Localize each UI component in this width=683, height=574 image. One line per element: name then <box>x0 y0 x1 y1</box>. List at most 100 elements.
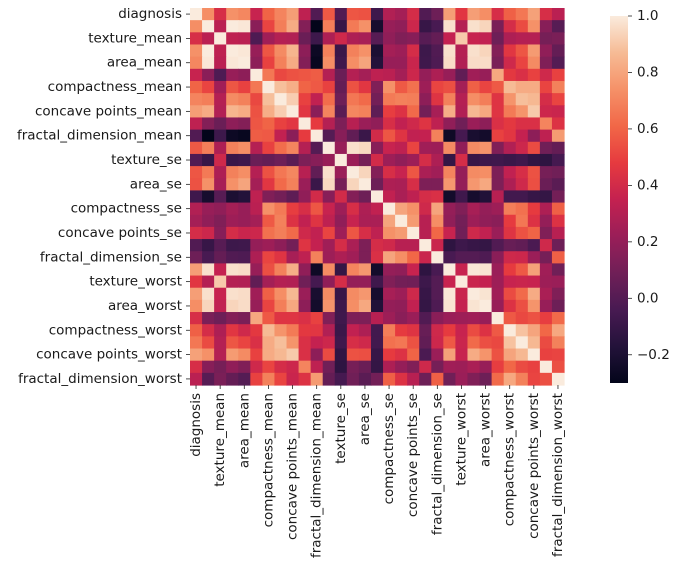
heatmap-cell <box>370 129 384 143</box>
heatmap-cell <box>214 129 227 143</box>
x-tick-label: texture_se <box>333 393 349 464</box>
heatmap-cell <box>407 93 420 106</box>
heatmap-cell <box>527 56 541 70</box>
heatmap-cell <box>334 153 348 167</box>
heatmap-cell <box>214 153 227 167</box>
heatmap-cell <box>238 32 251 46</box>
heatmap-cell <box>503 251 517 264</box>
x-tick-label: concave points_worst <box>526 393 542 539</box>
heatmap-cell <box>214 105 227 119</box>
heatmap-cell <box>419 372 432 386</box>
heatmap-cell <box>190 153 203 167</box>
heatmap-cell <box>214 8 227 21</box>
heatmap-cell <box>551 20 565 33</box>
heatmap-cell <box>358 117 372 131</box>
colorbar-tick-label: 0.4 <box>637 177 658 193</box>
y-tick-label: fractal_dimension_se <box>40 249 182 265</box>
heatmap-cell <box>310 360 324 374</box>
heatmap-cell <box>250 202 263 216</box>
heatmap-cell <box>238 93 251 106</box>
heatmap-cell <box>286 372 300 386</box>
heatmap-cell <box>370 8 384 21</box>
heatmap-cell <box>358 32 372 46</box>
heatmap-cell <box>202 105 215 119</box>
heatmap-cell <box>310 263 324 277</box>
heatmap-cell <box>370 299 384 313</box>
heatmap-cell <box>479 20 493 33</box>
heatmap-cell <box>503 263 517 277</box>
heatmap-cell <box>539 275 553 289</box>
heatmap-cell <box>322 324 336 337</box>
heatmap-cell <box>202 348 215 362</box>
heatmap-cell <box>286 190 300 204</box>
heatmap-cell <box>358 44 372 58</box>
heatmap-cell <box>274 166 288 179</box>
y-tick-label: texture_mean <box>88 30 182 46</box>
heatmap-cell <box>190 190 203 204</box>
heatmap-cell <box>407 141 420 155</box>
heatmap-cell <box>395 178 408 192</box>
heatmap-cell <box>250 299 263 313</box>
heatmap-cell <box>202 8 215 21</box>
heatmap-cell <box>226 214 239 228</box>
heatmap-cell <box>310 299 324 313</box>
heatmap-cell <box>358 105 372 119</box>
colorbar-tick-label: 1.0 <box>637 8 658 24</box>
heatmap-cell <box>491 8 505 21</box>
heatmap-cell <box>527 263 541 277</box>
heatmap-cell <box>455 129 469 143</box>
heatmap-cell <box>262 239 276 252</box>
heatmap-cell <box>346 166 360 179</box>
heatmap-cell <box>515 226 529 240</box>
heatmap-cell <box>370 20 384 33</box>
heatmap-cell <box>395 141 408 155</box>
heatmap-cell <box>310 166 324 179</box>
heatmap-cell <box>479 251 493 264</box>
heatmap-cell <box>286 129 300 143</box>
heatmap-cell <box>334 178 348 192</box>
heatmap-cell <box>274 20 288 33</box>
colorbar-tick-label: 0.6 <box>637 121 658 137</box>
heatmap-cell <box>455 287 469 301</box>
heatmap-cell <box>383 80 396 94</box>
heatmap-cell <box>383 324 396 337</box>
heatmap-cell <box>491 312 505 325</box>
heatmap-cell <box>370 226 384 240</box>
heatmap-cell <box>286 287 300 301</box>
heatmap-cell <box>202 166 215 179</box>
heatmap-cell <box>503 117 517 131</box>
heatmap-cell <box>491 20 505 33</box>
heatmap-cell <box>527 44 541 58</box>
heatmap-cell <box>479 360 493 374</box>
heatmap-cell <box>226 129 239 143</box>
heatmap-cell <box>286 68 300 82</box>
heatmap-cell <box>539 190 553 204</box>
heatmap-cell <box>298 275 312 289</box>
heatmap-cell <box>419 20 432 33</box>
heatmap-cell <box>310 56 324 70</box>
y-tick-label: compactness_mean <box>48 79 182 95</box>
heatmap-cell <box>262 117 276 131</box>
heatmap-cell <box>190 93 203 106</box>
heatmap-cell <box>383 336 396 350</box>
heatmap-cell <box>467 93 481 106</box>
heatmap-cell <box>455 360 469 374</box>
heatmap-cell <box>322 239 336 252</box>
x-tick-label: fractal_dimension_worst <box>550 393 566 557</box>
heatmap-cell <box>250 190 263 204</box>
heatmap-cell <box>407 299 420 313</box>
heatmap-cell <box>431 312 444 325</box>
heatmap-cell <box>383 178 396 192</box>
heatmap-cell <box>334 299 348 313</box>
heatmap-cell <box>202 251 215 264</box>
heatmap-cell <box>286 117 300 131</box>
heatmap-cell <box>286 178 300 192</box>
heatmap-cell <box>551 360 565 374</box>
heatmap-cell <box>443 275 457 289</box>
heatmap-cell <box>503 214 517 228</box>
heatmap-cells <box>190 8 565 386</box>
heatmap-cell <box>491 336 505 350</box>
heatmap-cell <box>407 372 420 386</box>
heatmap-cell <box>503 93 517 106</box>
heatmap-cell <box>443 93 457 106</box>
